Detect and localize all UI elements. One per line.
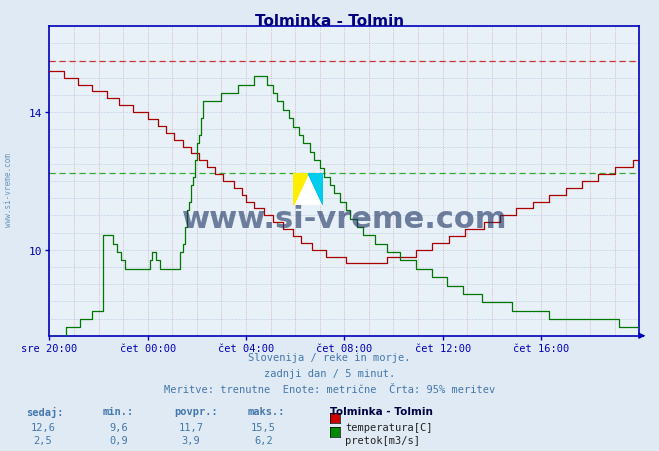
Polygon shape — [308, 174, 323, 205]
Text: temperatura[C]: temperatura[C] — [345, 422, 433, 432]
Text: zadnji dan / 5 minut.: zadnji dan / 5 minut. — [264, 368, 395, 378]
Text: sedaj:: sedaj: — [26, 406, 64, 417]
Text: maks.:: maks.: — [247, 406, 285, 416]
Text: povpr.:: povpr.: — [175, 406, 218, 416]
Text: Meritve: trenutne  Enote: metrične  Črta: 95% meritev: Meritve: trenutne Enote: metrične Črta: … — [164, 384, 495, 394]
Text: www.si-vreme.com: www.si-vreme.com — [182, 204, 507, 233]
Text: Slovenija / reke in morje.: Slovenija / reke in morje. — [248, 353, 411, 363]
Text: 12,6: 12,6 — [30, 422, 55, 432]
Text: 11,7: 11,7 — [179, 422, 204, 432]
Text: 6,2: 6,2 — [254, 435, 273, 445]
Text: Tolminka - Tolmin: Tolminka - Tolmin — [255, 14, 404, 29]
Text: 0,9: 0,9 — [109, 435, 128, 445]
Text: 3,9: 3,9 — [182, 435, 200, 445]
Text: www.si-vreme.com: www.si-vreme.com — [4, 152, 13, 226]
Text: 15,5: 15,5 — [251, 422, 276, 432]
Polygon shape — [293, 174, 308, 205]
Polygon shape — [308, 174, 323, 205]
Text: Tolminka - Tolmin: Tolminka - Tolmin — [330, 406, 432, 416]
Text: 9,6: 9,6 — [109, 422, 128, 432]
Text: 2,5: 2,5 — [34, 435, 52, 445]
Text: min.:: min.: — [102, 406, 133, 416]
Text: pretok[m3/s]: pretok[m3/s] — [345, 435, 420, 445]
